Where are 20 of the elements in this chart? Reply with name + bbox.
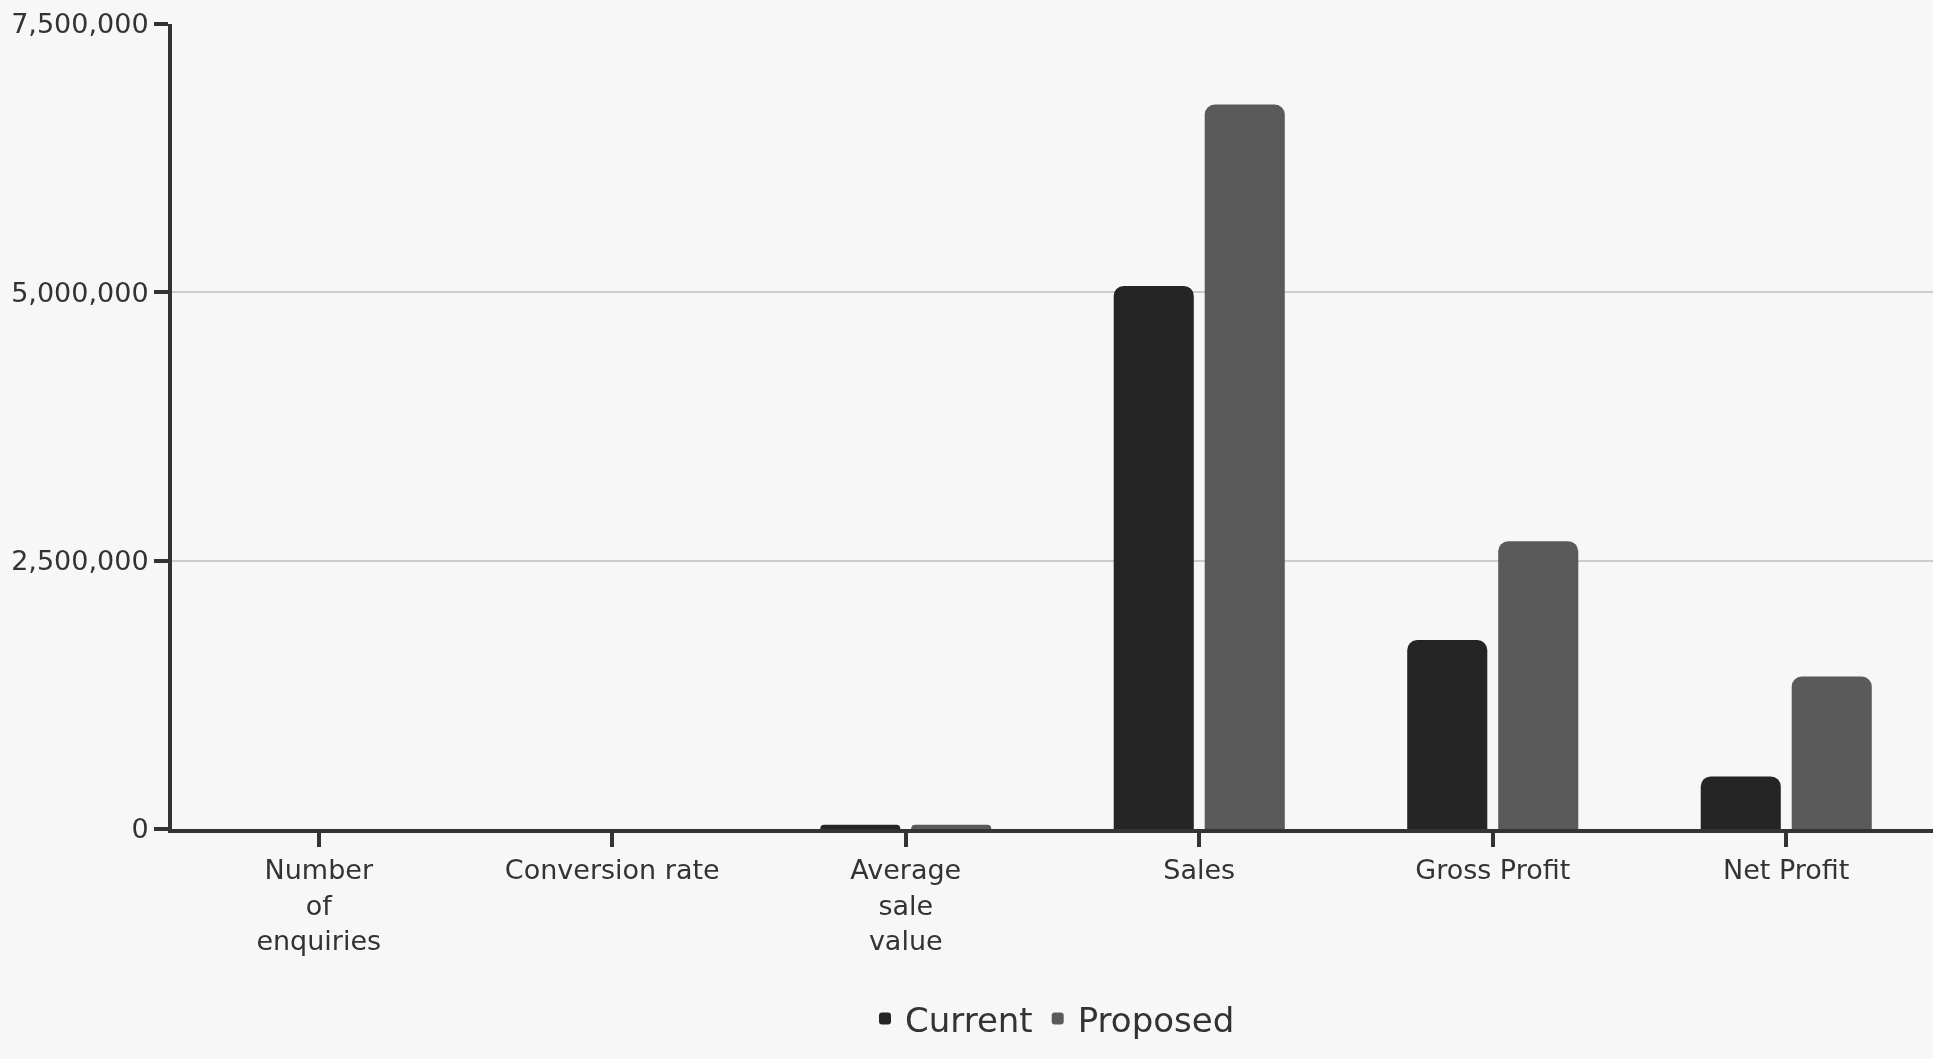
bar bbox=[1407, 640, 1488, 829]
y-tick-label: 5,000,000 bbox=[11, 276, 149, 308]
bar bbox=[1204, 104, 1285, 829]
x-tick-label: Sales bbox=[1163, 854, 1236, 886]
bar bbox=[1700, 776, 1781, 829]
x-tick-label: Gross Profit bbox=[1415, 854, 1571, 886]
legend-label: Proposed bbox=[1077, 999, 1235, 1040]
y-tick-label: 0 bbox=[131, 813, 149, 845]
bar bbox=[820, 824, 901, 829]
x-tick-label: Average sale value bbox=[850, 854, 962, 956]
y-tick-label: 2,500,000 bbox=[11, 545, 149, 577]
y-tick-label: 7,500,000 bbox=[11, 8, 149, 40]
bar bbox=[911, 824, 992, 829]
bar bbox=[1113, 285, 1194, 829]
bar bbox=[1791, 676, 1872, 829]
legend-label: Current bbox=[905, 999, 1033, 1040]
x-tick-label: Conversion rate bbox=[504, 854, 720, 886]
x-tick-label: Number of enquiries bbox=[256, 854, 382, 956]
x-tick-label: Net Profit bbox=[1723, 854, 1850, 886]
bar bbox=[1498, 541, 1579, 829]
